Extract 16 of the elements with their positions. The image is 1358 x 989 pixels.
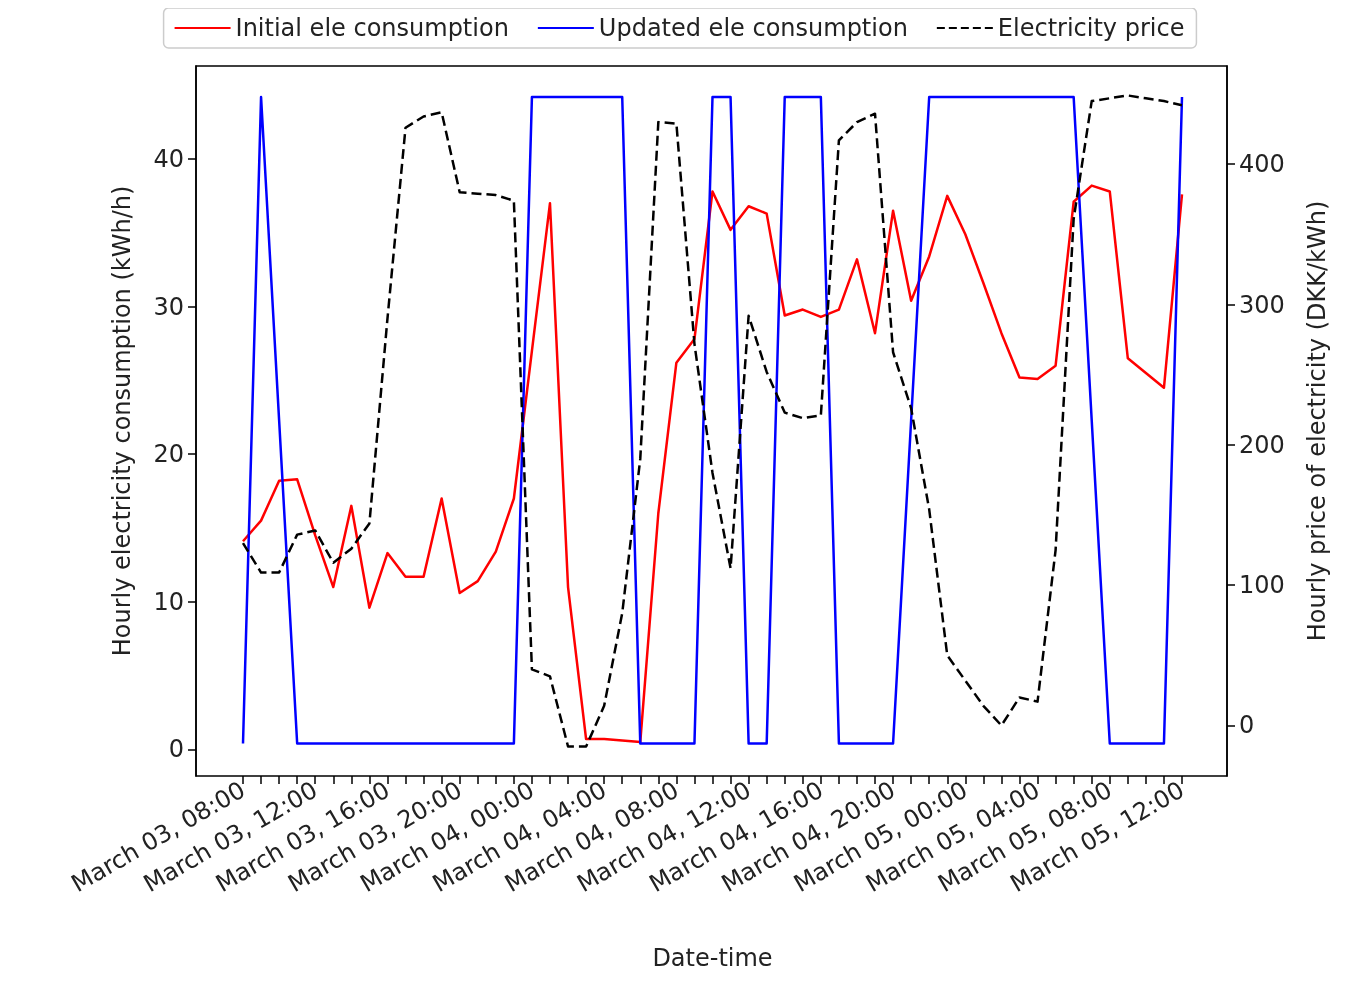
y-tick-label: 20 — [153, 440, 184, 469]
y-axis-title: Hourly electricity consumption (kWh/h) — [108, 185, 136, 657]
y2-axis-title: Hourly price of electricity (DKK/kWh) — [1303, 200, 1331, 642]
y2-tick-label: 0 — [1239, 711, 1255, 740]
legend-label: Updated ele consumption — [598, 14, 908, 42]
x-axis-title: Date-time — [652, 944, 773, 972]
y-tick-label: 30 — [153, 292, 184, 321]
legend-label: Electricity price — [997, 14, 1185, 42]
y-tick-label: 0 — [168, 735, 184, 764]
y2-tick-label: 400 — [1239, 150, 1285, 179]
y2-tick-label: 100 — [1239, 571, 1285, 600]
y-tick-label: 10 — [153, 587, 184, 616]
y2-tick-label: 300 — [1239, 290, 1285, 319]
y-tick-label: 40 — [153, 144, 184, 173]
y2-tick-label: 200 — [1239, 430, 1285, 459]
legend-label: Initial ele consumption — [235, 14, 509, 42]
